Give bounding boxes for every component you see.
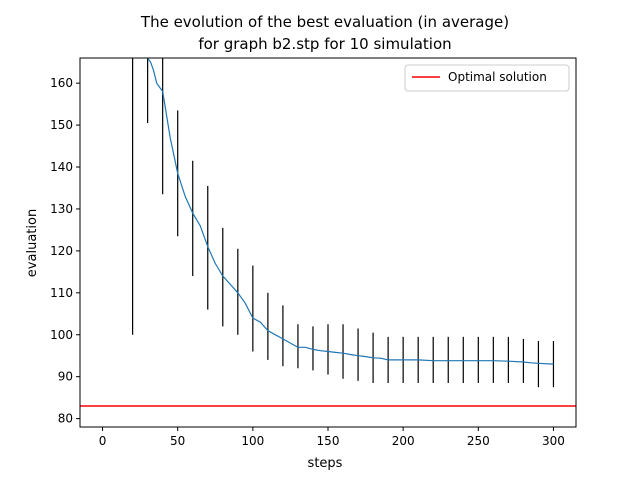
y-tick-label: 110 xyxy=(50,286,73,300)
y-tick-label: 120 xyxy=(50,244,73,258)
y-tick-label: 80 xyxy=(58,412,73,426)
y-tick-label: 100 xyxy=(50,328,73,342)
y-tick-label: 130 xyxy=(50,202,73,216)
y-tick-label: 140 xyxy=(50,160,73,174)
legend: Optimal solution xyxy=(404,64,570,92)
x-tick-label: 300 xyxy=(542,434,565,448)
y-tick-label: 90 xyxy=(58,370,73,384)
y-axis-label: evaluation xyxy=(25,209,40,277)
x-tick-label: 200 xyxy=(392,434,415,448)
y-tick-label: 160 xyxy=(50,76,73,90)
x-tick-label: 150 xyxy=(317,434,340,448)
x-tick-label: 100 xyxy=(241,434,264,448)
y-tick-label: 150 xyxy=(50,118,73,132)
chart-title: The evolution of the best evaluation (in… xyxy=(140,13,509,31)
legend-box xyxy=(404,64,570,92)
x-tick-label: 250 xyxy=(467,434,490,448)
x-axis-label: steps xyxy=(308,456,343,471)
series-group xyxy=(80,58,576,407)
legend-label-optimal-solution: Optimal solution xyxy=(448,70,547,84)
x-tick-label: 0 xyxy=(99,434,107,448)
mean-evaluation-line xyxy=(147,58,554,365)
chart-subtitle: for graph b2.stp for 10 simulation xyxy=(198,35,451,53)
x-tick-label: 50 xyxy=(170,434,185,448)
plot-area: 0 50 100 150 200 250 300 80 90 100 110 120 130 140 150… xyxy=(50,57,577,448)
